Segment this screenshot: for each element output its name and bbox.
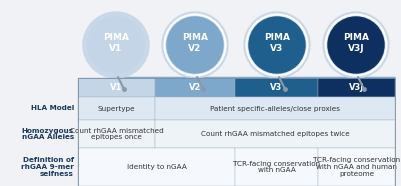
Text: PIMA
V1: PIMA V1	[103, 33, 129, 53]
Ellipse shape	[244, 12, 310, 78]
FancyBboxPatch shape	[235, 148, 318, 186]
Text: PIMA
V3: PIMA V3	[264, 33, 290, 53]
Text: Count rhGAA mismatched epitopes twice: Count rhGAA mismatched epitopes twice	[200, 131, 349, 137]
Text: HLA Model: HLA Model	[31, 105, 74, 111]
Text: V1: V1	[110, 83, 123, 92]
Text: PIMA
V3J: PIMA V3J	[343, 33, 369, 53]
Text: V2: V2	[189, 83, 201, 92]
Text: Supertype: Supertype	[98, 105, 135, 111]
FancyBboxPatch shape	[78, 97, 155, 120]
FancyBboxPatch shape	[78, 148, 235, 186]
Text: Homozygous
nGAA Alleles: Homozygous nGAA Alleles	[22, 128, 74, 140]
Ellipse shape	[323, 12, 389, 78]
FancyBboxPatch shape	[235, 78, 318, 97]
FancyBboxPatch shape	[78, 120, 155, 148]
Text: Definition of
rhGAA 9-mer
selfness: Definition of rhGAA 9-mer selfness	[21, 158, 74, 177]
FancyBboxPatch shape	[155, 97, 395, 120]
FancyBboxPatch shape	[155, 78, 235, 97]
Text: V3J: V3J	[349, 83, 364, 92]
Text: PIMA
V2: PIMA V2	[182, 33, 208, 53]
Text: V3: V3	[270, 83, 283, 92]
Ellipse shape	[328, 17, 384, 73]
FancyBboxPatch shape	[318, 78, 395, 97]
Ellipse shape	[88, 17, 144, 73]
FancyBboxPatch shape	[318, 148, 395, 186]
Text: TCR-facing conservation
with nGAA and human
proteome: TCR-facing conservation with nGAA and hu…	[313, 157, 400, 177]
Text: TCR-facing conservation
with nGAA: TCR-facing conservation with nGAA	[233, 161, 320, 173]
Ellipse shape	[83, 12, 149, 78]
Ellipse shape	[167, 17, 223, 73]
Ellipse shape	[249, 17, 305, 73]
Text: Count rhGAA mismatched
epitopes once: Count rhGAA mismatched epitopes once	[70, 128, 163, 140]
Text: Identity to nGAA: Identity to nGAA	[127, 164, 186, 170]
Text: Patient specific-alleles/close proxies: Patient specific-alleles/close proxies	[210, 105, 340, 111]
FancyBboxPatch shape	[78, 78, 155, 97]
FancyBboxPatch shape	[155, 120, 395, 148]
Ellipse shape	[162, 12, 228, 78]
